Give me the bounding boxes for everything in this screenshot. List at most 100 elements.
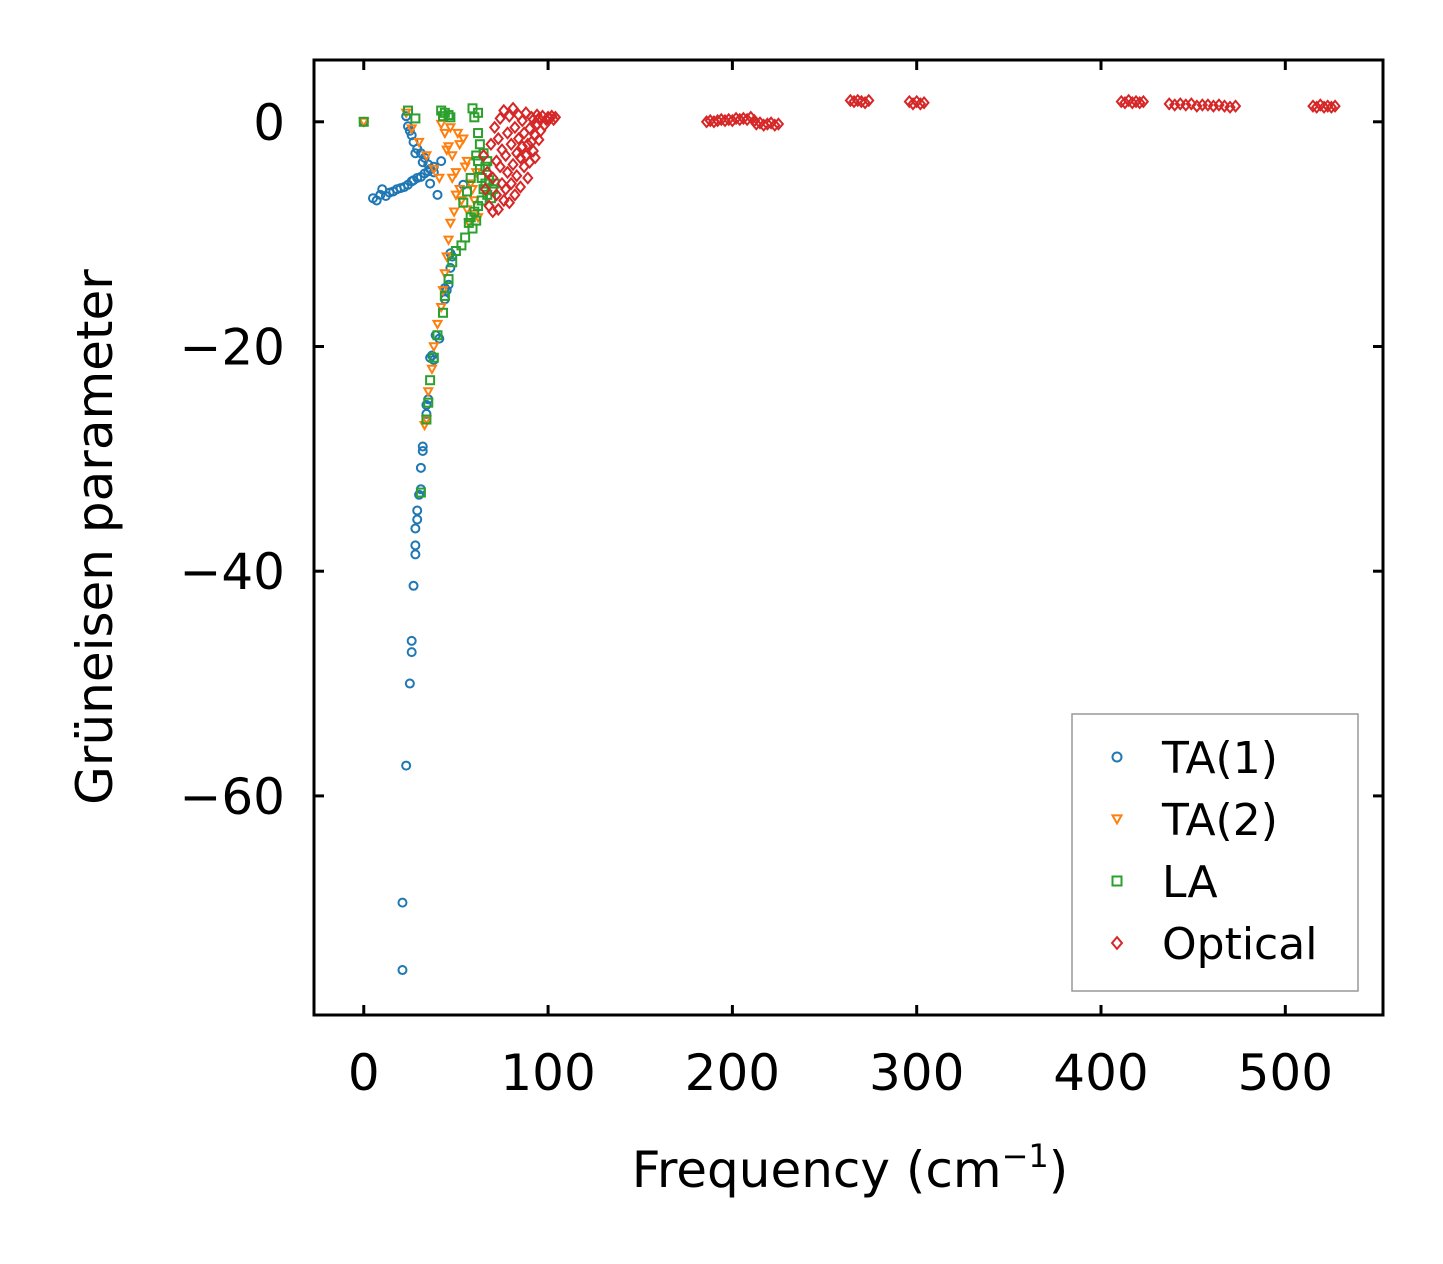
x-tick-label: 100	[500, 1044, 595, 1102]
point-optical	[501, 165, 514, 180]
point-ta1	[425, 178, 436, 189]
point-la	[443, 110, 454, 121]
point-ta1	[428, 167, 439, 178]
point-optical	[711, 113, 724, 128]
point-optical	[505, 176, 517, 191]
point-optical	[1325, 100, 1338, 114]
point-ta1	[406, 647, 417, 658]
point-optical	[918, 95, 930, 110]
point-optical	[1126, 95, 1139, 110]
point-optical	[492, 131, 505, 146]
point-ta2	[444, 218, 457, 229]
point-optical	[533, 111, 545, 126]
x-axis-label: Frequency (cm−1)	[632, 1137, 1069, 1199]
point-ta2	[441, 252, 453, 263]
plot-frame	[312, 58, 1385, 1017]
point-optical	[914, 97, 927, 111]
point-optical	[503, 195, 516, 210]
point-la	[358, 116, 369, 127]
point-optical	[488, 120, 501, 135]
point-optical	[750, 117, 763, 131]
point-ta2	[428, 342, 440, 353]
point-ta1	[401, 111, 412, 122]
point-ta2	[452, 128, 464, 140]
point-optical	[512, 131, 525, 146]
series-ta2	[358, 108, 484, 432]
point-optical	[507, 101, 519, 116]
point-optical	[1185, 97, 1198, 111]
point-optical	[1310, 100, 1323, 114]
point-ta2	[468, 196, 481, 207]
point-optical	[734, 112, 746, 127]
point-la	[425, 375, 436, 386]
point-ta2	[442, 235, 455, 246]
point-ta2	[420, 151, 433, 162]
point-ta2	[439, 269, 451, 280]
point-optical	[520, 106, 532, 120]
point-la	[471, 215, 482, 226]
point-optical	[503, 109, 516, 123]
point-optical	[499, 148, 512, 163]
data-points-layer	[358, 93, 1341, 976]
point-ta1	[417, 441, 428, 452]
point-la	[428, 352, 439, 363]
point-ta2	[464, 179, 477, 190]
point-ta2	[444, 123, 457, 134]
point-ta1	[417, 157, 428, 168]
point-la	[465, 172, 476, 183]
point-la	[402, 105, 413, 116]
point-la	[456, 240, 467, 251]
x-tick-label: 300	[869, 1044, 964, 1102]
point-ta2	[446, 151, 458, 162]
point-ta2	[433, 173, 446, 185]
x-tick-label: 400	[1053, 1044, 1148, 1102]
point-optical	[494, 159, 506, 174]
point-la	[443, 274, 454, 285]
y-tick-label: −60	[179, 768, 285, 826]
axis-ticks-layer: 0 100 200 300 400 500 0 −20 −40 −60	[179, 60, 1383, 1102]
point-ta2	[439, 128, 451, 140]
point-la	[438, 307, 449, 318]
point-la	[439, 290, 450, 301]
point-optical	[1137, 94, 1150, 109]
point-optical	[549, 110, 562, 125]
point-optical	[499, 182, 512, 196]
point-ta2	[413, 137, 425, 149]
point-optical	[485, 137, 497, 152]
point-ta2	[435, 302, 447, 314]
point-ta1	[408, 580, 419, 591]
point-optical	[501, 126, 514, 140]
point-ta1	[410, 148, 421, 159]
legend-label-la: LA	[1162, 857, 1218, 908]
point-ta2	[422, 387, 434, 398]
legend-label-ta1: TA(1)	[1161, 733, 1278, 784]
point-ta2	[448, 207, 460, 218]
point-ta2	[428, 164, 440, 176]
point-ta2	[450, 168, 462, 179]
point-la	[458, 197, 469, 208]
legend-label-optical: Optical	[1162, 919, 1317, 970]
point-ta1	[397, 965, 408, 976]
point-optical	[516, 113, 528, 128]
x-axis-label-end: )	[1049, 1141, 1069, 1199]
point-ta1	[404, 678, 415, 689]
legend-marker-ta1	[1111, 751, 1123, 763]
y-tick-label: −20	[179, 319, 285, 377]
point-ta1	[410, 549, 421, 560]
point-ta1	[421, 408, 432, 419]
point-optical	[509, 120, 521, 135]
point-optical	[741, 112, 753, 127]
point-ta1	[445, 262, 456, 273]
point-optical	[848, 94, 860, 109]
point-ta2	[441, 145, 453, 156]
point-ta1	[397, 897, 408, 908]
point-la	[445, 112, 456, 123]
point-ta1	[406, 635, 417, 646]
point-optical	[1318, 100, 1330, 114]
legend-label-ta2: TA(2)	[1161, 795, 1278, 846]
point-optical	[529, 150, 541, 165]
point-optical	[509, 188, 521, 202]
point-la	[447, 257, 458, 268]
point-optical	[481, 165, 493, 180]
point-ta1	[410, 523, 421, 534]
